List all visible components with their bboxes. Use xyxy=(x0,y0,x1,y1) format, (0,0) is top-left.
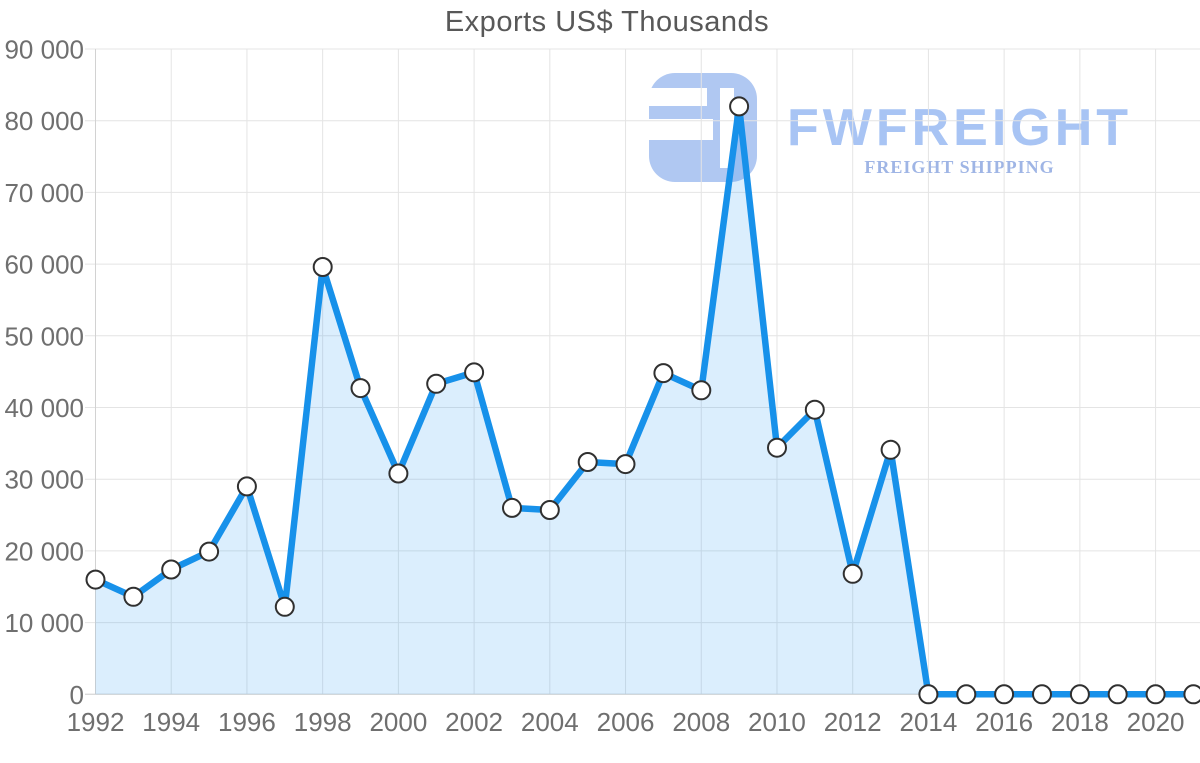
y-tick-label: 0 xyxy=(70,680,84,710)
data-point-2013[interactable] xyxy=(880,439,901,460)
x-tick-label: 2006 xyxy=(597,707,655,737)
x-tick-label: 2000 xyxy=(369,707,427,737)
watermark-tagline: FREIGHT SHIPPING xyxy=(864,157,1055,177)
data-point-1998[interactable] xyxy=(312,257,333,277)
y-tick-label: 10 000 xyxy=(4,608,84,638)
x-tick-label: 1998 xyxy=(294,707,352,737)
x-tick-label: 1992 xyxy=(67,707,125,737)
data-point-2006[interactable] xyxy=(615,454,636,475)
data-point-1995[interactable] xyxy=(199,541,220,562)
data-point-1996[interactable] xyxy=(236,476,257,497)
data-point-2001[interactable] xyxy=(426,373,447,394)
x-tick-label: 2004 xyxy=(521,707,579,737)
data-point-1999[interactable] xyxy=(350,378,371,399)
logo-bar xyxy=(649,88,707,106)
y-tick-label: 60 000 xyxy=(4,250,84,280)
data-point-2014[interactable] xyxy=(918,684,939,705)
data-point-2016[interactable] xyxy=(994,684,1015,705)
x-tick-label: 2014 xyxy=(899,707,957,737)
data-point-2005[interactable] xyxy=(577,452,598,472)
data-point-2011[interactable] xyxy=(804,399,825,420)
data-point-1994[interactable] xyxy=(161,559,182,580)
data-point-2009[interactable] xyxy=(729,96,750,117)
x-tick-label: 1994 xyxy=(142,707,200,737)
y-tick-label: 20 000 xyxy=(4,536,84,566)
data-point-2020[interactable] xyxy=(1145,684,1166,705)
watermark: FWFREIGHT FREIGHT SHIPPING xyxy=(649,73,1149,183)
data-point-1997[interactable] xyxy=(274,596,295,617)
x-tick-label: 2018 xyxy=(1051,707,1109,737)
area-fill xyxy=(95,106,1194,695)
x-tick-label: 2010 xyxy=(748,707,806,737)
x-tick-label: 2002 xyxy=(445,707,503,737)
data-point-2007[interactable] xyxy=(653,363,674,384)
data-point-2012[interactable] xyxy=(842,563,863,584)
data-point-2010[interactable] xyxy=(767,437,787,458)
x-tick-label: 2020 xyxy=(1127,707,1185,737)
data-point-2003[interactable] xyxy=(502,497,522,518)
data-point-2021[interactable] xyxy=(1183,684,1200,705)
x-tick-label: 2008 xyxy=(672,707,730,737)
data-point-2008[interactable] xyxy=(691,380,712,401)
data-point-2002[interactable] xyxy=(464,362,485,383)
x-tick-label: 1996 xyxy=(218,707,276,737)
data-point-1993[interactable] xyxy=(123,586,144,607)
x-tick-label: 2016 xyxy=(975,707,1033,737)
data-point-2017[interactable] xyxy=(1032,684,1052,705)
y-tick-label: 30 000 xyxy=(4,465,84,495)
y-tick-label: 50 000 xyxy=(4,321,84,351)
data-point-2000[interactable] xyxy=(388,463,409,484)
watermark-brand: FWFREIGHT xyxy=(786,99,1133,157)
data-point-1992[interactable] xyxy=(85,569,106,590)
data-point-2015[interactable] xyxy=(956,684,977,705)
chart-title: Exports US$ Thousands xyxy=(444,6,770,38)
logo-bar xyxy=(649,119,713,140)
data-point-2018[interactable] xyxy=(1069,684,1090,705)
data-point-2004[interactable] xyxy=(539,500,560,520)
data-point-2019[interactable] xyxy=(1107,684,1128,705)
y-tick-label: 70 000 xyxy=(4,178,84,208)
y-tick-label: 80 000 xyxy=(4,106,84,136)
y-tick-label: 90 000 xyxy=(4,35,84,65)
x-tick-label: 2012 xyxy=(824,707,882,737)
y-tick-label: 40 000 xyxy=(4,393,84,423)
